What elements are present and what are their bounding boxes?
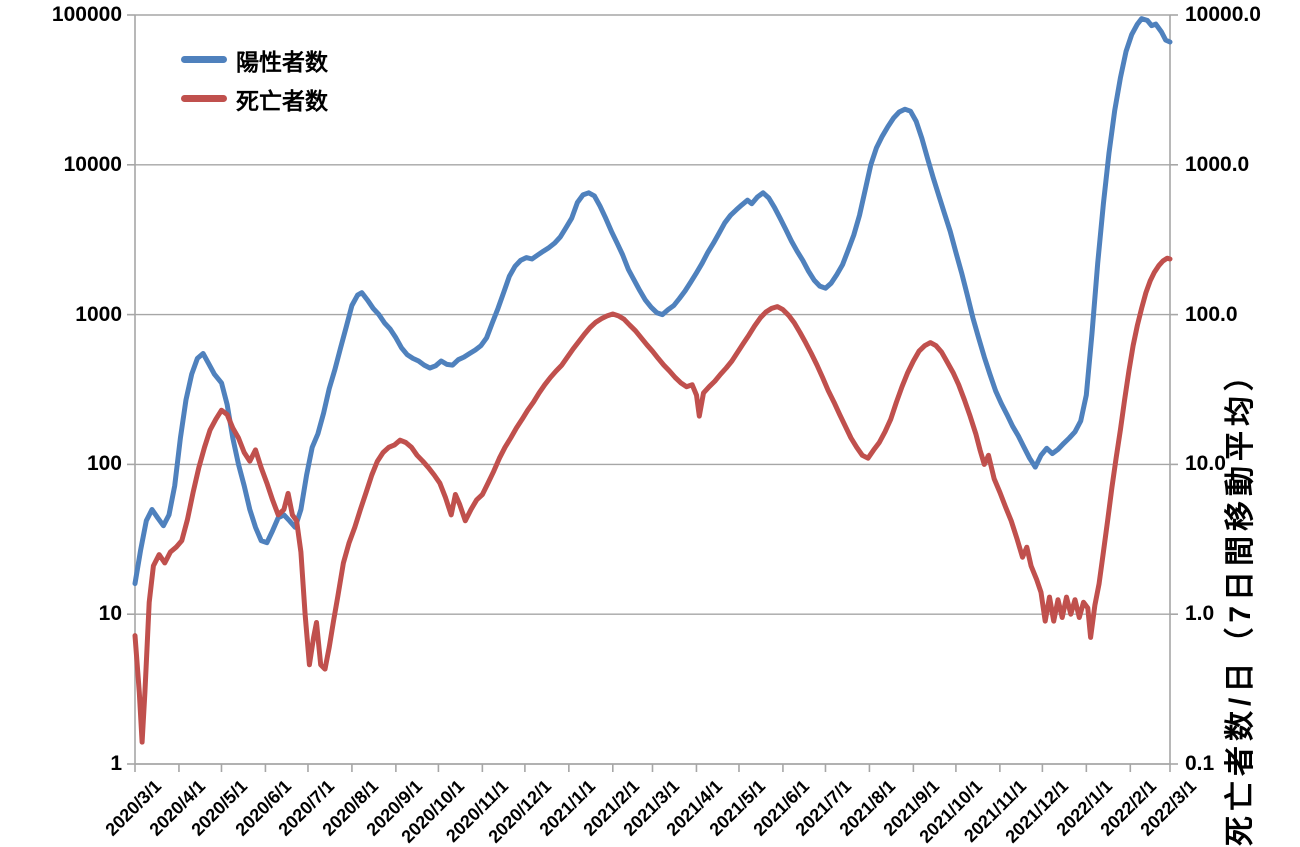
y-axis-right-tick-label: 10000.0 <box>1185 3 1261 26</box>
legend-label-deaths: 死亡者数 <box>236 87 328 114</box>
y-axis-left-tick-label: 1 <box>110 752 122 775</box>
y-axis-right-tick-label: 1000.0 <box>1185 152 1250 176</box>
y-axis-right-tick-label: 0.1 <box>1185 752 1215 775</box>
y-axis-left-tick-label: 10 <box>98 602 122 626</box>
legend-item-deaths: 死亡者数 <box>181 79 328 118</box>
y-axis-left-tick-label: 1000 <box>75 302 122 326</box>
legend-label-cases: 陽性者数 <box>236 48 328 75</box>
y-axis-right-tick-label: 100.0 <box>1185 302 1238 326</box>
legend-line-swatch-cases <box>181 56 227 63</box>
legend-line-swatch-deaths <box>181 95 227 102</box>
y-axis-right-tick-label: 1.0 <box>1185 602 1215 626</box>
legend: 陽性者数 死亡者数 <box>181 40 328 118</box>
y-axis-right-tick-label: 10.0 <box>1185 452 1226 476</box>
y-axis-left-tick-label: 10000 <box>63 152 122 176</box>
series-line-deaths <box>132 255 1173 745</box>
y-axis-left-tick-label: 100000 <box>51 3 122 26</box>
legend-item-cases: 陽性者数 <box>181 40 328 79</box>
series-line-cases <box>132 16 1173 587</box>
y-axis-left-tick-label: 100 <box>86 452 122 476</box>
